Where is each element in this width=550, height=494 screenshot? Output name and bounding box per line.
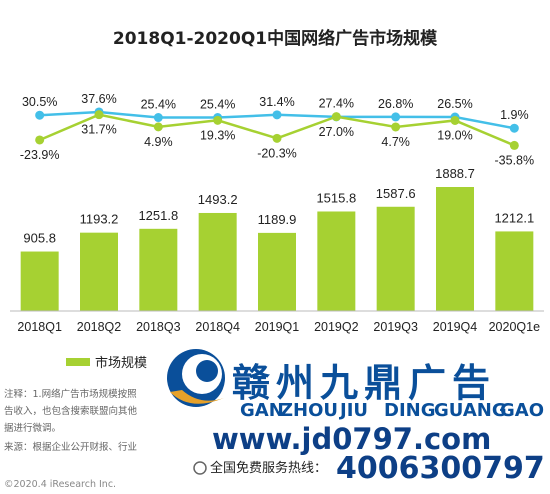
phone-icon <box>193 461 207 475</box>
legend-label-market-size: 市场规模 <box>95 355 147 371</box>
category-label: 2018Q3 <box>136 320 181 334</box>
bar <box>495 231 534 311</box>
note-line-2: 告收入，也包含搜索联盟向其他 <box>4 405 138 417</box>
percent-label: 27.0% <box>319 125 354 139</box>
yoy-point <box>509 123 519 133</box>
bar <box>198 212 237 311</box>
qoq-point <box>272 133 282 143</box>
watermark: 赣州九鼎广告 GAN ZHOU JIU DING GUANG GAO www.j… <box>167 349 545 486</box>
qoq-point <box>450 115 460 125</box>
percent-labels: 30.5% -23.9% 37.6% 31.7% 25.4% 4.9% 25.4% 19.3%… <box>20 92 534 167</box>
percent-label: -35.8% <box>495 153 535 167</box>
bar <box>317 211 356 311</box>
watermark-hotline-label: 全国免费服务热线： <box>210 460 327 476</box>
bar-value-labels: 905.8 1193.2 1251.8 1493.2 1189.9 1515.8 1587.… <box>23 166 534 246</box>
percent-label: 27.4% <box>319 97 354 111</box>
watermark-pinyin-5: GUANG <box>434 400 507 421</box>
line-series <box>35 107 519 150</box>
qoq-point <box>94 110 104 120</box>
category-label: 2019Q2 <box>314 320 359 334</box>
note-line-3: 据进行微调。 <box>4 422 61 434</box>
qoq-point <box>153 122 163 132</box>
bar <box>80 232 118 311</box>
yoy-point <box>272 110 282 120</box>
percent-label: 26.8% <box>378 97 413 111</box>
category-label: 2018Q4 <box>195 320 240 334</box>
bar <box>20 251 59 311</box>
percent-label: -20.3% <box>257 146 297 160</box>
bar-value-label: 1251.8 <box>138 208 178 223</box>
category-label: 2018Q1 <box>17 320 62 334</box>
percent-label: 25.4% <box>200 98 235 112</box>
percent-label: 4.7% <box>381 135 410 149</box>
qoq-point <box>213 115 223 125</box>
bar <box>258 232 296 311</box>
bar-value-label: 1212.1 <box>494 210 534 225</box>
percent-label: 4.9% <box>144 135 173 149</box>
legend-swatch-market-size <box>66 358 90 366</box>
yoy-point <box>391 112 401 122</box>
category-label: 2020Q1e <box>489 320 540 334</box>
watermark-company-name: 赣州九鼎广告 <box>232 361 496 405</box>
category-label: 2019Q4 <box>433 320 478 334</box>
category-label: 2019Q1 <box>255 320 300 334</box>
bar-series <box>20 187 534 311</box>
category-labels: 2018Q1 2018Q2 2018Q3 2018Q4 2019Q1 2019Q2 2019… <box>17 320 540 334</box>
percent-label: -23.9% <box>20 148 60 162</box>
category-label: 2019Q3 <box>373 320 418 334</box>
qoq-point <box>509 140 519 150</box>
qoq-point <box>391 122 401 132</box>
watermark-phone: 4006300797 <box>336 451 545 486</box>
yoy-point <box>35 110 45 120</box>
bar-value-label: 1193.2 <box>80 212 119 227</box>
watermark-pinyin-1: GAN <box>240 400 284 421</box>
bar-value-label: 1587.6 <box>376 186 416 201</box>
qoq-point <box>331 112 341 122</box>
percent-label: 31.4% <box>259 95 294 109</box>
percent-label: 37.6% <box>81 92 116 106</box>
percent-label: 25.4% <box>141 98 176 112</box>
percent-label: 30.5% <box>22 95 57 109</box>
bar-value-label: 1515.8 <box>316 190 356 205</box>
qoq-point <box>35 135 45 145</box>
bar <box>139 228 178 311</box>
note-line-1: 注释：1.网络广告市场规模按照 <box>4 388 137 400</box>
bar <box>436 187 474 311</box>
percent-label: 26.5% <box>437 97 472 111</box>
watermark-pinyin-3: JIU <box>338 400 368 421</box>
watermark-pinyin-6: GAO <box>500 400 544 421</box>
watermark-logo-icon <box>167 349 225 407</box>
category-label: 2018Q2 <box>77 320 122 334</box>
bar-value-label: 1493.2 <box>198 192 238 207</box>
percent-label: 1.9% <box>500 108 529 122</box>
copyright: ©2020.4 iResearch Inc. <box>4 479 116 490</box>
bar-value-label: 1189.9 <box>258 212 297 227</box>
bar-value-label: 905.8 <box>23 231 56 246</box>
chart-title: 2018Q1-2020Q1中国网络广告市场规模 <box>113 28 438 49</box>
bar-value-label: 1888.7 <box>435 166 475 181</box>
note-line-4: 来源：根据企业公开财报、行业 <box>4 441 137 453</box>
watermark-pinyin-4: DING <box>384 400 435 421</box>
watermark-pinyin-2: ZHOU <box>280 400 338 421</box>
yoy-point <box>153 113 163 123</box>
watermark-url: www.jd0797.com <box>212 422 491 456</box>
percent-label: 19.3% <box>200 128 235 142</box>
percent-label: 19.0% <box>437 128 472 142</box>
bar <box>376 206 415 311</box>
percent-label: 31.7% <box>81 123 116 137</box>
